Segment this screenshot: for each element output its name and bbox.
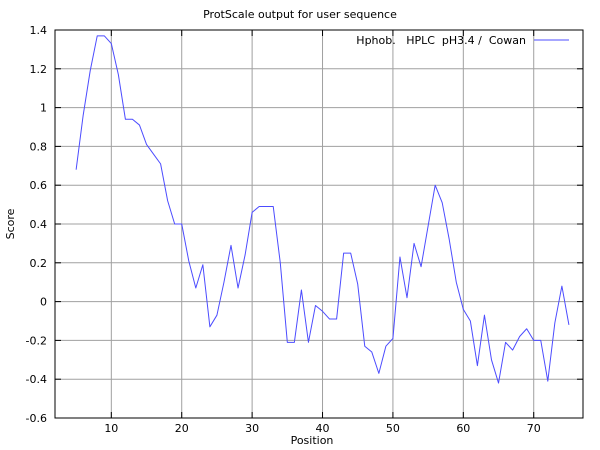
y-tick-label: 0.8 (30, 140, 48, 153)
axis-ticks: -0.6 -0.4 -0.2 0 0.2 0.4 0.6 0.8 1 1.2 1.4 10 20 30 40… (26, 24, 583, 435)
legend-label: Hphob. HPLC pH3.4 / Cowan (356, 34, 526, 47)
series-line (75, 35, 570, 384)
y-tick-label: 0.6 (30, 179, 48, 192)
x-tick-label: 50 (386, 422, 400, 435)
x-tick-label: 40 (316, 422, 330, 435)
y-tick-label: 1 (40, 102, 47, 115)
series-layer (75, 35, 570, 384)
y-tick-label: 0 (40, 296, 47, 309)
x-axis-label: Position (291, 434, 334, 447)
x-tick-label: 20 (175, 422, 189, 435)
y-axis-label: Score (4, 208, 17, 239)
y-tick-label: 1.2 (30, 63, 48, 76)
x-tick-label: 10 (104, 422, 118, 435)
grid (55, 29, 583, 419)
y-tick-label: 0.4 (30, 218, 48, 231)
y-tick-label: 1.4 (30, 24, 48, 37)
y-tick-label: 0.2 (30, 257, 48, 270)
y-tick-label: -0.4 (26, 373, 47, 386)
y-tick-label: -0.2 (26, 334, 47, 347)
y-tick-label: -0.6 (26, 412, 47, 425)
chart-title: ProtScale output for user sequence (203, 8, 397, 21)
x-tick-label: 30 (245, 422, 259, 435)
x-tick-label: 60 (456, 422, 470, 435)
legend: Hphob. HPLC pH3.4 / Cowan (356, 34, 569, 47)
x-tick-label: 70 (527, 422, 541, 435)
